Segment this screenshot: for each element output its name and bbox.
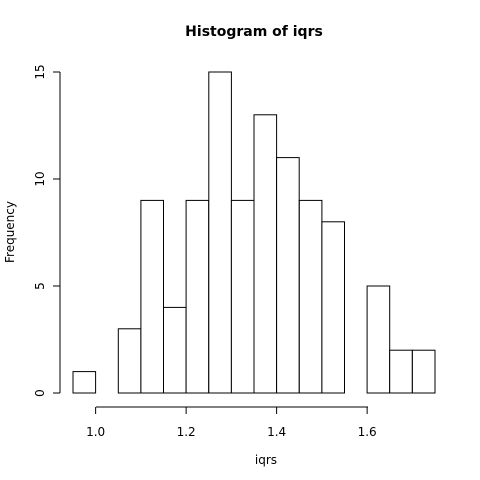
histogram-bar bbox=[208, 71, 232, 394]
x-tick-label: 1.0 bbox=[86, 425, 105, 439]
y-tick-label: 10 bbox=[33, 171, 47, 186]
histogram-bar bbox=[411, 349, 436, 394]
histogram-bar bbox=[230, 199, 255, 394]
x-axis-label: iqrs bbox=[255, 453, 277, 467]
x-tick-label: 1.4 bbox=[267, 425, 286, 439]
histogram-bar bbox=[276, 157, 300, 394]
y-tick-label: 15 bbox=[33, 64, 47, 79]
histogram-bar bbox=[163, 306, 187, 394]
y-tick-label: 0 bbox=[33, 389, 47, 397]
bars-group bbox=[72, 71, 436, 394]
histogram-bar bbox=[321, 221, 345, 394]
histogram-bar bbox=[366, 285, 391, 394]
y-tick-label: 5 bbox=[33, 282, 47, 290]
histogram-bar bbox=[253, 114, 278, 394]
x-tick-label: 1.6 bbox=[358, 425, 377, 439]
histogram-bar bbox=[117, 328, 142, 394]
histogram-bar bbox=[389, 349, 413, 394]
histogram-bar bbox=[298, 199, 323, 394]
chart-title: Histogram of iqrs bbox=[185, 24, 323, 40]
y-axis: 0 5 10 15 bbox=[33, 64, 61, 397]
histogram-bar bbox=[140, 199, 164, 394]
x-axis: 1.0 1.2 1.4 1.6 bbox=[86, 406, 377, 439]
x-tick-label: 1.2 bbox=[177, 425, 196, 439]
histogram-bar bbox=[72, 371, 97, 394]
histogram-bar bbox=[185, 199, 210, 394]
y-axis-label: Frequency bbox=[3, 201, 17, 263]
